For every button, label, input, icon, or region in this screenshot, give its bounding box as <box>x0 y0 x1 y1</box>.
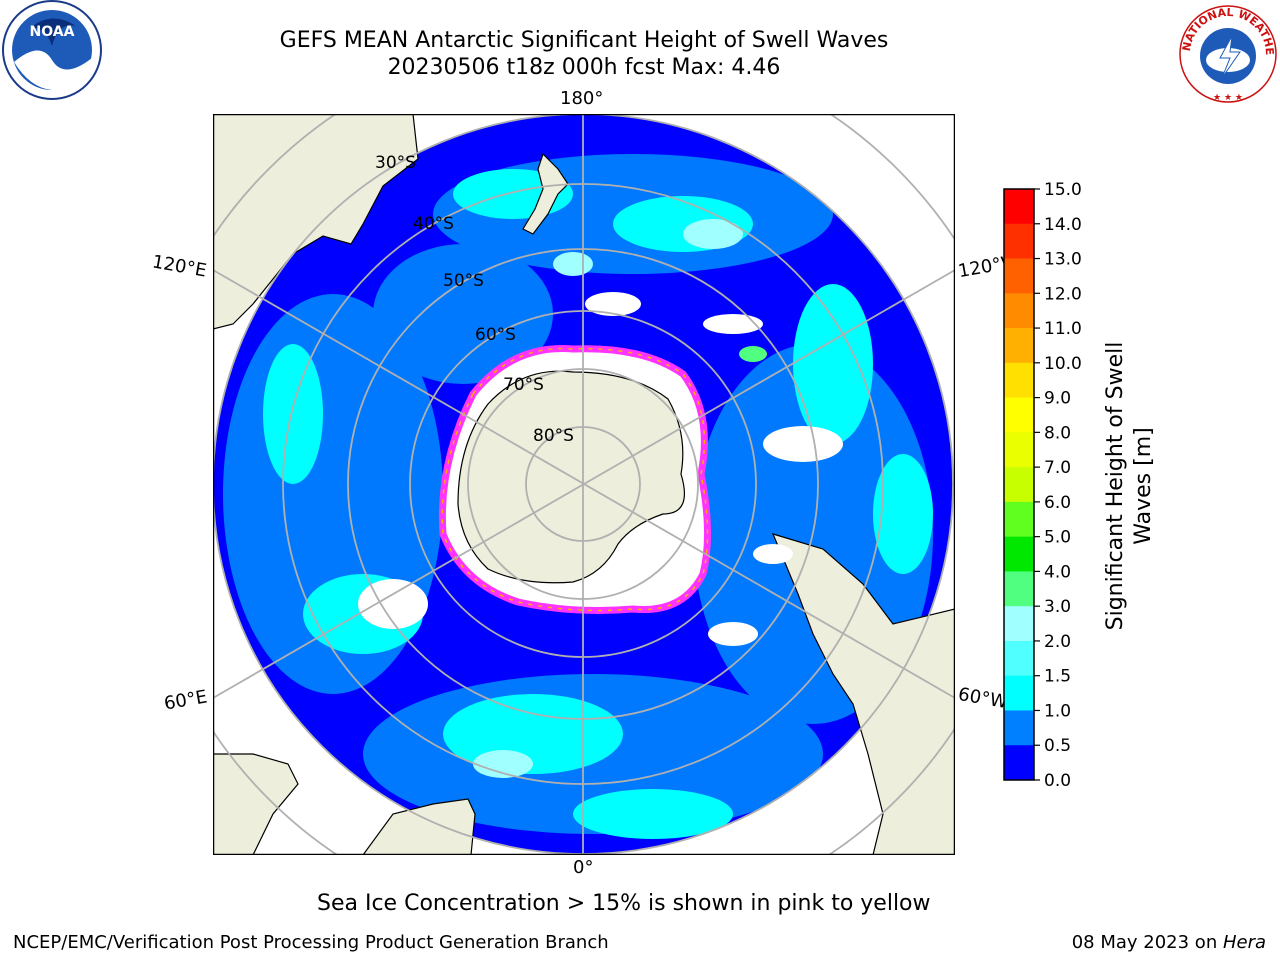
map-frame <box>213 114 955 855</box>
colorbar-swatch <box>1004 328 1034 364</box>
chart-subtitle: 20230506 t18z 000h fcst Max: 4.46 <box>387 55 781 80</box>
colorbar-tick-label: 0.5 <box>1044 736 1071 756</box>
nws-logo: NATIONAL WEATHER SERVICE ★ ★ ★ <box>1176 2 1277 103</box>
lat-label-30s: 30°S <box>375 153 416 173</box>
footer-right: 08 May 2023 on Hera <box>1072 932 1266 953</box>
colorbar-swatch <box>1004 432 1034 468</box>
colorbar-label: Significant Height of Swell Waves [m] <box>1102 326 1158 646</box>
footer-host: Hera <box>1222 932 1266 953</box>
colorbar-tick-label: 3.0 <box>1044 597 1071 617</box>
colorbar-swatch <box>1004 745 1034 781</box>
colorbar-swatch <box>1004 501 1034 538</box>
lat-label-40s: 40°S <box>413 214 454 234</box>
polar-map: 30°S 40°S 50°S 60°S 70°S 80°S <box>213 114 955 855</box>
colorbar-tick-label: 0.0 <box>1044 771 1071 791</box>
meridian-label-60e: 60°E <box>162 686 209 715</box>
colorbar-swatch <box>1004 571 1034 607</box>
footer-date: 08 May 2023 on <box>1071 932 1223 953</box>
colorbar: 15.0 14.0 13.0 12.0 11.0 10.0 9.0 8.0 7.0 6.0 5.0 4… <box>1003 180 1082 791</box>
colorbar-tick-label: 15.0 <box>1044 180 1082 200</box>
colorbar-tick-label: 2.0 <box>1044 632 1071 652</box>
africa-land <box>213 753 299 855</box>
chart-title: GEFS MEAN Antarctic Significant Height o… <box>279 28 889 53</box>
colorbar-tick-label: 8.0 <box>1044 423 1071 443</box>
colorbar-swatch <box>1004 293 1034 329</box>
colorbar-swatch <box>1004 675 1034 711</box>
colorbar-swatch <box>1004 606 1034 642</box>
colorbar-swatch <box>1004 362 1034 399</box>
new-zealand-land <box>522 152 569 235</box>
colorbar-tick-label: 14.0 <box>1044 215 1082 235</box>
noaa-logo: NOAA <box>2 0 102 100</box>
meridian-label-180: 180° <box>560 88 604 109</box>
colorbar-swatch <box>1004 467 1034 503</box>
colorbar-swatch <box>1004 223 1034 260</box>
colorbar-tick-label: 12.0 <box>1044 284 1082 304</box>
sea-ice-note: Sea Ice Concentration > 15% is shown in … <box>317 891 931 916</box>
colorbar-label-line1: Significant Height of Swell <box>1103 341 1128 631</box>
colorbar-frame <box>1003 188 1035 781</box>
svg-text:★ ★ ★: ★ ★ ★ <box>1213 93 1243 103</box>
colorbar-tick-label: 6.0 <box>1044 493 1071 513</box>
colorbar-swatch <box>1004 397 1034 433</box>
colorbar-tick-label: 7.0 <box>1044 458 1071 478</box>
meridian-label-0: 0° <box>573 857 594 878</box>
colorbar-tick-label: 13.0 <box>1044 250 1082 270</box>
lat-label-60s: 60°S <box>475 325 516 345</box>
colorbar-tick-label: 1.5 <box>1044 667 1071 687</box>
colorbar-swatch <box>1004 536 1034 572</box>
colorbar-swatch <box>1004 710 1034 746</box>
colorbar-tick-label: 1.0 <box>1044 701 1071 721</box>
lat-label-80s: 80°S <box>533 426 574 446</box>
colorbar-tick-label: 11.0 <box>1044 319 1082 339</box>
colorbar-tick-label: 5.0 <box>1044 528 1071 548</box>
colorbar-label-line2: Waves [m] <box>1131 427 1156 545</box>
lat-label-70s: 70°S <box>503 375 544 395</box>
colorbar-tick-label: 9.0 <box>1044 389 1071 409</box>
noaa-logo-text: NOAA <box>30 24 75 40</box>
footer-left: NCEP/EMC/Verification Post Processing Pr… <box>13 932 609 953</box>
colorbar-swatch <box>1004 189 1034 225</box>
lat-label-50s: 50°S <box>443 271 484 291</box>
colorbar-swatch <box>1004 640 1034 677</box>
colorbar-tick-label: 4.0 <box>1044 562 1071 582</box>
colorbar-swatch <box>1004 258 1034 294</box>
meridian-label-120e: 120°E <box>150 251 209 282</box>
colorbar-tick-label: 10.0 <box>1044 354 1082 374</box>
